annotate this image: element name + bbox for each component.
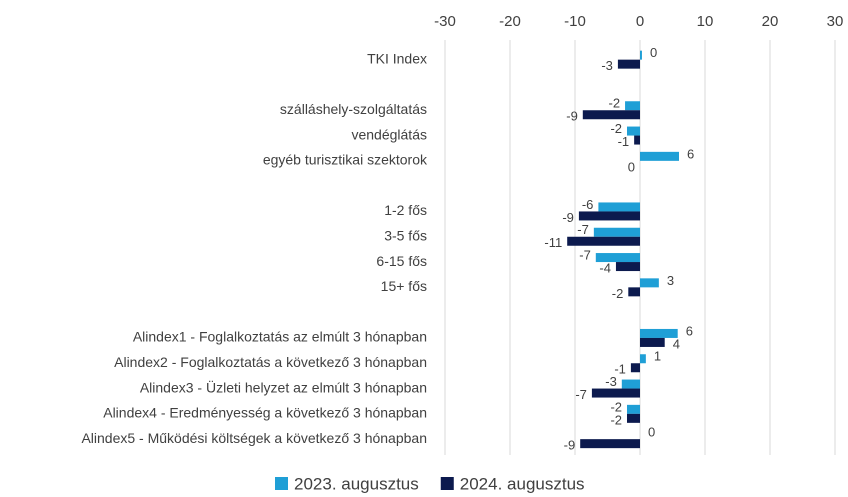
bar (598, 202, 640, 212)
data-label: -1 (618, 134, 630, 149)
bar (640, 328, 678, 338)
bar (578, 211, 640, 221)
bar (640, 354, 646, 364)
bar (617, 59, 640, 69)
data-label: -1 (614, 362, 626, 377)
x-tick-label: 20 (762, 13, 779, 30)
data-label: 1 (654, 349, 661, 364)
x-tick-label: 10 (697, 13, 714, 30)
data-label: -3 (601, 58, 613, 73)
category-label: 15+ fős (381, 278, 427, 294)
bar (640, 50, 642, 60)
bar (640, 337, 665, 347)
x-tick-label: -10 (564, 13, 586, 30)
category-label: 1-2 fős (384, 202, 427, 218)
data-label: -3 (605, 374, 617, 389)
data-label: -7 (575, 387, 587, 402)
bar (621, 379, 640, 389)
data-label: -2 (610, 121, 622, 136)
data-label: 6 (686, 323, 693, 338)
data-label: -4 (599, 260, 611, 275)
bar (634, 135, 640, 145)
category-label: 6-15 fős (376, 253, 427, 269)
data-label: 3 (667, 273, 674, 288)
data-label: -7 (579, 247, 591, 262)
bar (627, 404, 640, 414)
data-label: -2 (610, 399, 622, 414)
category-label: vendéglátás (351, 126, 427, 142)
legend-label: 2024. augusztus (460, 474, 585, 493)
bar (615, 262, 640, 272)
bar (595, 253, 640, 263)
category-label: Alindex3 - Üzleti helyzet az elmúlt 3 hó… (140, 378, 427, 395)
data-label: -7 (577, 222, 589, 237)
data-label: -2 (608, 96, 620, 111)
category-label: TKI Index (367, 50, 427, 66)
category-label: Alindex4 - Eredményesség a következő 3 h… (103, 405, 427, 421)
bar (591, 388, 640, 398)
bar (625, 101, 640, 111)
x-tick-label: -20 (499, 13, 521, 30)
data-label: 4 (673, 336, 680, 351)
x-tick-label: -30 (434, 13, 456, 30)
data-label: -9 (564, 438, 576, 453)
data-label: 0 (628, 159, 635, 174)
bar (580, 439, 640, 449)
data-label: 0 (650, 45, 657, 60)
x-tick-label: 30 (827, 13, 844, 30)
bar (640, 151, 679, 161)
data-label: -2 (612, 286, 624, 301)
x-tick-label: 0 (636, 13, 644, 30)
category-label: szálláshely-szolgáltatás (280, 101, 427, 117)
bar (627, 126, 640, 136)
data-label: 0 (648, 425, 655, 440)
data-label: -9 (566, 109, 578, 124)
category-label: Alindex5 - Működési költségek a következ… (81, 430, 427, 446)
data-label: -6 (582, 197, 594, 212)
legend-label: 2023. augusztus (294, 474, 419, 493)
legend-swatch (275, 477, 288, 490)
category-label: Alindex1 - Foglalkoztatás az elmúlt 3 hó… (133, 329, 427, 345)
bar (640, 278, 659, 288)
category-label: 3-5 fős (384, 227, 427, 243)
data-label: -9 (562, 210, 574, 225)
data-label: -11 (544, 235, 562, 250)
bar (628, 287, 640, 297)
category-label: Alindex2 - Foglalkoztatás a következő 3 … (114, 354, 427, 370)
bar (567, 236, 640, 246)
legend-swatch (440, 477, 454, 490)
category-label: egyéb turisztikai szektorok (263, 152, 428, 168)
data-label: 6 (687, 146, 694, 161)
bar (582, 110, 640, 120)
data-label: -2 (610, 412, 622, 427)
bar (593, 227, 640, 237)
bar (627, 413, 640, 423)
bar (630, 363, 640, 373)
